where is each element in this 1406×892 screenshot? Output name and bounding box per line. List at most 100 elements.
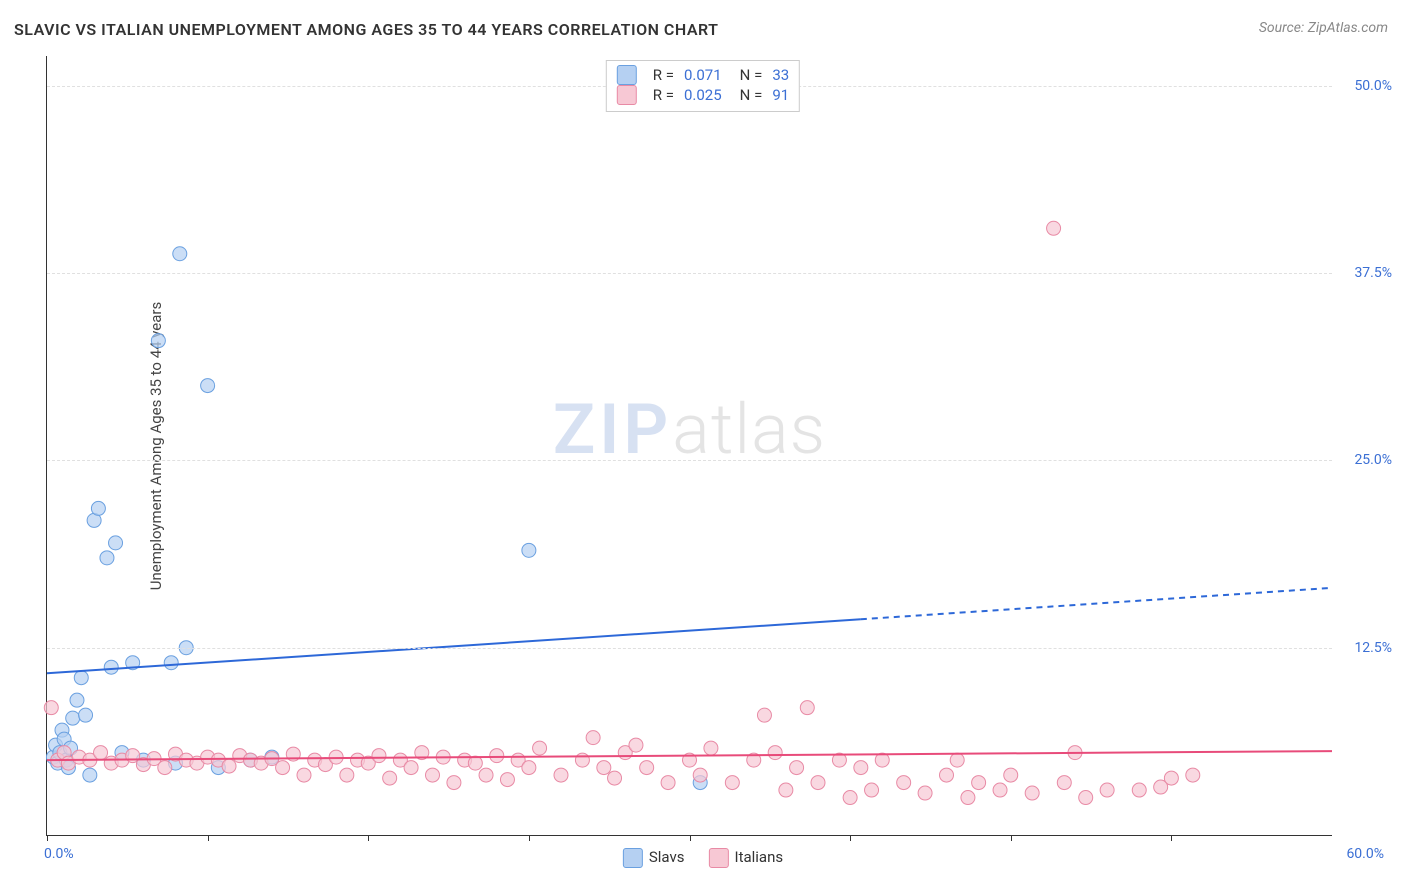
legend-label: Italians — [734, 848, 783, 866]
scatter-point — [490, 749, 504, 763]
n-value: 91 — [772, 86, 789, 104]
scatter-point — [83, 768, 97, 782]
scatter-point — [757, 708, 771, 722]
scatter-point — [1132, 783, 1146, 797]
scatter-point — [993, 783, 1007, 797]
scatter-point — [479, 768, 493, 782]
scatter-point — [372, 749, 386, 763]
scatter-point — [74, 671, 88, 685]
scatter-point — [109, 536, 123, 550]
plot-svg — [47, 56, 1332, 835]
scatter-point — [158, 761, 172, 775]
chart-container: SLAVIC VS ITALIAN UNEMPLOYMENT AMONG AGE… — [0, 0, 1406, 892]
legend-swatch — [617, 85, 637, 105]
scatter-point — [1100, 783, 1114, 797]
y-tick-label: 50.0% — [1354, 78, 1392, 94]
plot-area: ZIPatlas — [46, 56, 1332, 836]
x-tick — [368, 835, 369, 841]
legend-swatch — [708, 848, 728, 868]
x-tick — [1171, 835, 1172, 841]
scatter-point — [468, 756, 482, 770]
legend-swatch — [623, 848, 643, 868]
grid-line — [47, 273, 1332, 274]
scatter-point — [575, 753, 589, 767]
scatter-point — [811, 776, 825, 790]
scatter-point — [1079, 791, 1093, 805]
scatter-point — [897, 776, 911, 790]
x-tick — [208, 835, 209, 841]
n-label: N = — [740, 66, 763, 84]
x-tick — [47, 835, 48, 841]
scatter-point — [704, 741, 718, 755]
scatter-point — [297, 768, 311, 782]
scatter-point — [843, 791, 857, 805]
scatter-point — [865, 783, 879, 797]
scatter-point — [201, 379, 215, 393]
scatter-point — [500, 773, 514, 787]
y-tick-label: 37.5% — [1354, 265, 1392, 281]
scatter-point — [940, 768, 954, 782]
x-axis-max-label: 60.0% — [1346, 846, 1384, 862]
scatter-point — [173, 247, 187, 261]
scatter-point — [91, 501, 105, 515]
r-label: R = — [653, 66, 674, 84]
scatter-point — [164, 656, 178, 670]
chart-source: Source: ZipAtlas.com — [1259, 20, 1388, 36]
scatter-point — [661, 776, 675, 790]
scatter-point — [1004, 768, 1018, 782]
x-axis-min-label: 0.0% — [44, 846, 74, 862]
r-value: 0.071 — [684, 66, 722, 84]
scatter-point — [522, 761, 536, 775]
scatter-point — [586, 731, 600, 745]
scatter-point — [383, 771, 397, 785]
scatter-point — [1047, 221, 1061, 235]
scatter-point — [44, 701, 58, 715]
scatter-point — [151, 334, 165, 348]
trend-line — [47, 619, 861, 673]
trend-line-dashed — [861, 588, 1332, 619]
top-legend-row: R = 0.025 N = 91 — [617, 85, 789, 105]
scatter-point — [522, 543, 536, 557]
scatter-point — [70, 693, 84, 707]
x-tick — [850, 835, 851, 841]
r-label: R = — [653, 86, 674, 104]
scatter-point — [961, 791, 975, 805]
scatter-point — [918, 786, 932, 800]
bottom-legend-item: Italians — [708, 848, 783, 868]
scatter-point — [447, 776, 461, 790]
x-tick — [529, 835, 530, 841]
bottom-legend: Slavs Italians — [623, 848, 783, 868]
grid-line — [47, 648, 1332, 649]
scatter-point — [94, 746, 108, 760]
scatter-point — [790, 761, 804, 775]
scatter-point — [1057, 776, 1071, 790]
legend-label: Slavs — [649, 848, 685, 866]
scatter-point — [779, 783, 793, 797]
scatter-point — [725, 776, 739, 790]
scatter-point — [79, 708, 93, 722]
scatter-point — [1164, 771, 1178, 785]
scatter-point — [340, 768, 354, 782]
scatter-point — [693, 768, 707, 782]
scatter-point — [104, 660, 118, 674]
r-value: 0.025 — [684, 86, 722, 104]
bottom-legend-item: Slavs — [623, 848, 685, 868]
top-legend: R =0.071N =33R =0.025N =91 — [606, 60, 800, 112]
scatter-point — [100, 551, 114, 565]
legend-swatch — [617, 65, 637, 85]
scatter-point — [597, 761, 611, 775]
x-tick — [690, 835, 691, 841]
scatter-point — [608, 771, 622, 785]
n-label: N = — [740, 86, 763, 104]
scatter-point — [222, 759, 236, 773]
scatter-point — [533, 741, 547, 755]
scatter-point — [426, 768, 440, 782]
scatter-point — [554, 768, 568, 782]
scatter-point — [66, 711, 80, 725]
scatter-point — [1025, 786, 1039, 800]
scatter-point — [972, 776, 986, 790]
chart-title: SLAVIC VS ITALIAN UNEMPLOYMENT AMONG AGE… — [14, 20, 719, 39]
y-tick-label: 12.5% — [1354, 640, 1392, 656]
scatter-point — [404, 761, 418, 775]
scatter-point — [1186, 768, 1200, 782]
